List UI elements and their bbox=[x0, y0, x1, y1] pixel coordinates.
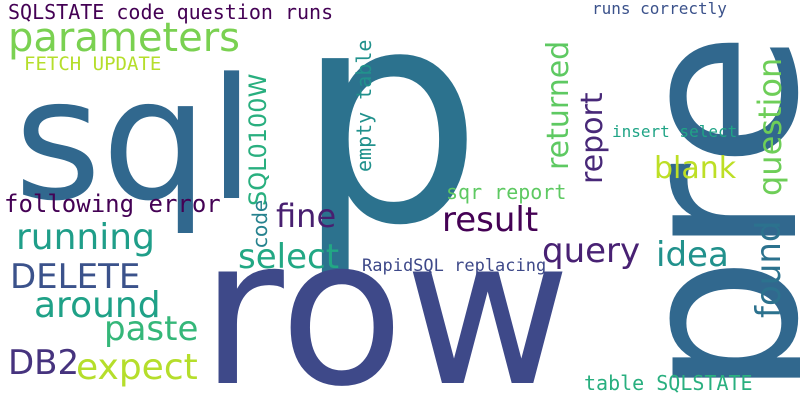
word-fine: fine bbox=[276, 197, 337, 235]
word-insert-select: insert select bbox=[612, 122, 738, 141]
word-expect: expect bbox=[76, 347, 198, 388]
word-returned: returned bbox=[541, 40, 576, 170]
word-rapidsql-replacing: RapidSQL replacing bbox=[362, 256, 547, 276]
word-idea: idea bbox=[656, 235, 729, 275]
word-empty-table: empty table bbox=[352, 39, 376, 172]
word-query: query bbox=[542, 231, 641, 271]
word-fetch-update: FETCH UPDATE bbox=[24, 53, 162, 75]
word-parameters: parameters bbox=[8, 15, 241, 61]
word-running: running bbox=[16, 217, 155, 258]
word-paste: paste bbox=[104, 309, 199, 349]
word-around: around bbox=[34, 285, 161, 326]
word-p: p bbox=[295, 0, 483, 290]
word-row: row bbox=[200, 195, 572, 400]
word-sql: sql bbox=[14, 42, 255, 238]
word-sqr-report: sqr report bbox=[446, 180, 567, 204]
word-table-sqlstate: table SQLSTATE bbox=[584, 371, 753, 395]
word-sqlstate-code-question-runs: SQLSTATE code question runs bbox=[8, 0, 334, 24]
word-report: report bbox=[575, 92, 610, 184]
word-following-error: following error bbox=[4, 190, 221, 218]
word-sql0100w: SQL0100W bbox=[244, 73, 272, 206]
word-found: found bbox=[749, 220, 789, 318]
word-delete: DELETE bbox=[10, 257, 141, 297]
word-blank: blank bbox=[654, 151, 737, 186]
word-runs-correctly: runs correctly bbox=[592, 0, 727, 18]
word-db2: DB2 bbox=[8, 343, 80, 383]
word-select: select bbox=[238, 237, 340, 277]
word-result: result bbox=[442, 200, 539, 240]
word-question: question bbox=[751, 57, 789, 196]
